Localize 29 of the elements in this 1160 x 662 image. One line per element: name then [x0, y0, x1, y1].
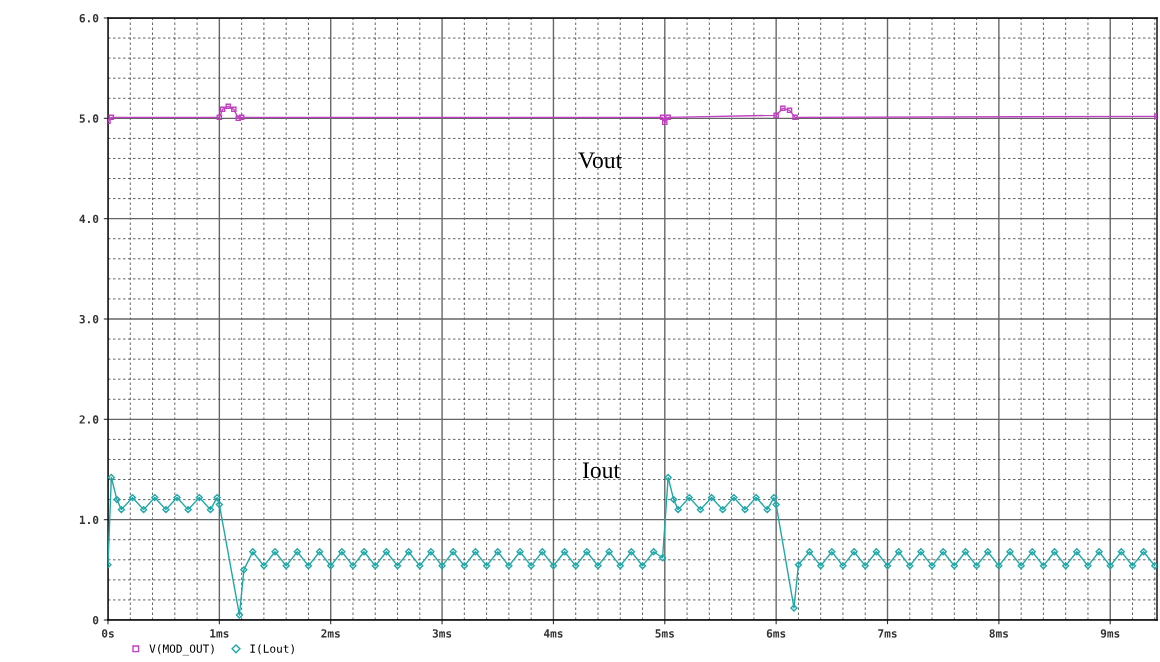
point — [225, 103, 232, 110]
point — [792, 114, 798, 121]
y-tick-label: 6.0 — [79, 13, 99, 23]
x-tick-label: 8ms — [989, 629, 1008, 638]
x-tick-label: 2ms — [321, 629, 340, 638]
x-tick-label: 5ms — [655, 629, 674, 638]
y-tick-label: 1.0 — [79, 515, 99, 525]
x-tick-label: 6ms — [766, 629, 786, 638]
y-tick-label: 5.0 — [79, 114, 99, 123]
x-tick-label: 9ms — [1100, 629, 1120, 638]
line-series — [108, 103, 1157, 126]
point — [780, 105, 786, 112]
point — [231, 106, 237, 113]
y-tick-label: 3.0 — [79, 314, 99, 324]
x-tick-label: 7ms — [878, 629, 897, 638]
point — [662, 119, 668, 126]
y-tick-label: 0 — [92, 615, 99, 625]
point — [773, 112, 779, 119]
x-tick-label: 1ms — [210, 629, 229, 638]
y-tick-label: 2.0 — [79, 415, 99, 424]
x-tick-label: 0s — [101, 629, 114, 638]
annotation: Vout — [578, 152, 623, 169]
x-tick-label: 4ms — [543, 629, 563, 638]
annotation: Iout — [582, 462, 620, 479]
x-tick-label: 3ms — [432, 629, 452, 638]
y-tick-label: 4.0 — [79, 214, 99, 224]
point — [665, 114, 671, 121]
legend-label: I(Lout) — [250, 644, 294, 655]
legend-label: V(MOD_OUT) — [149, 644, 214, 656]
